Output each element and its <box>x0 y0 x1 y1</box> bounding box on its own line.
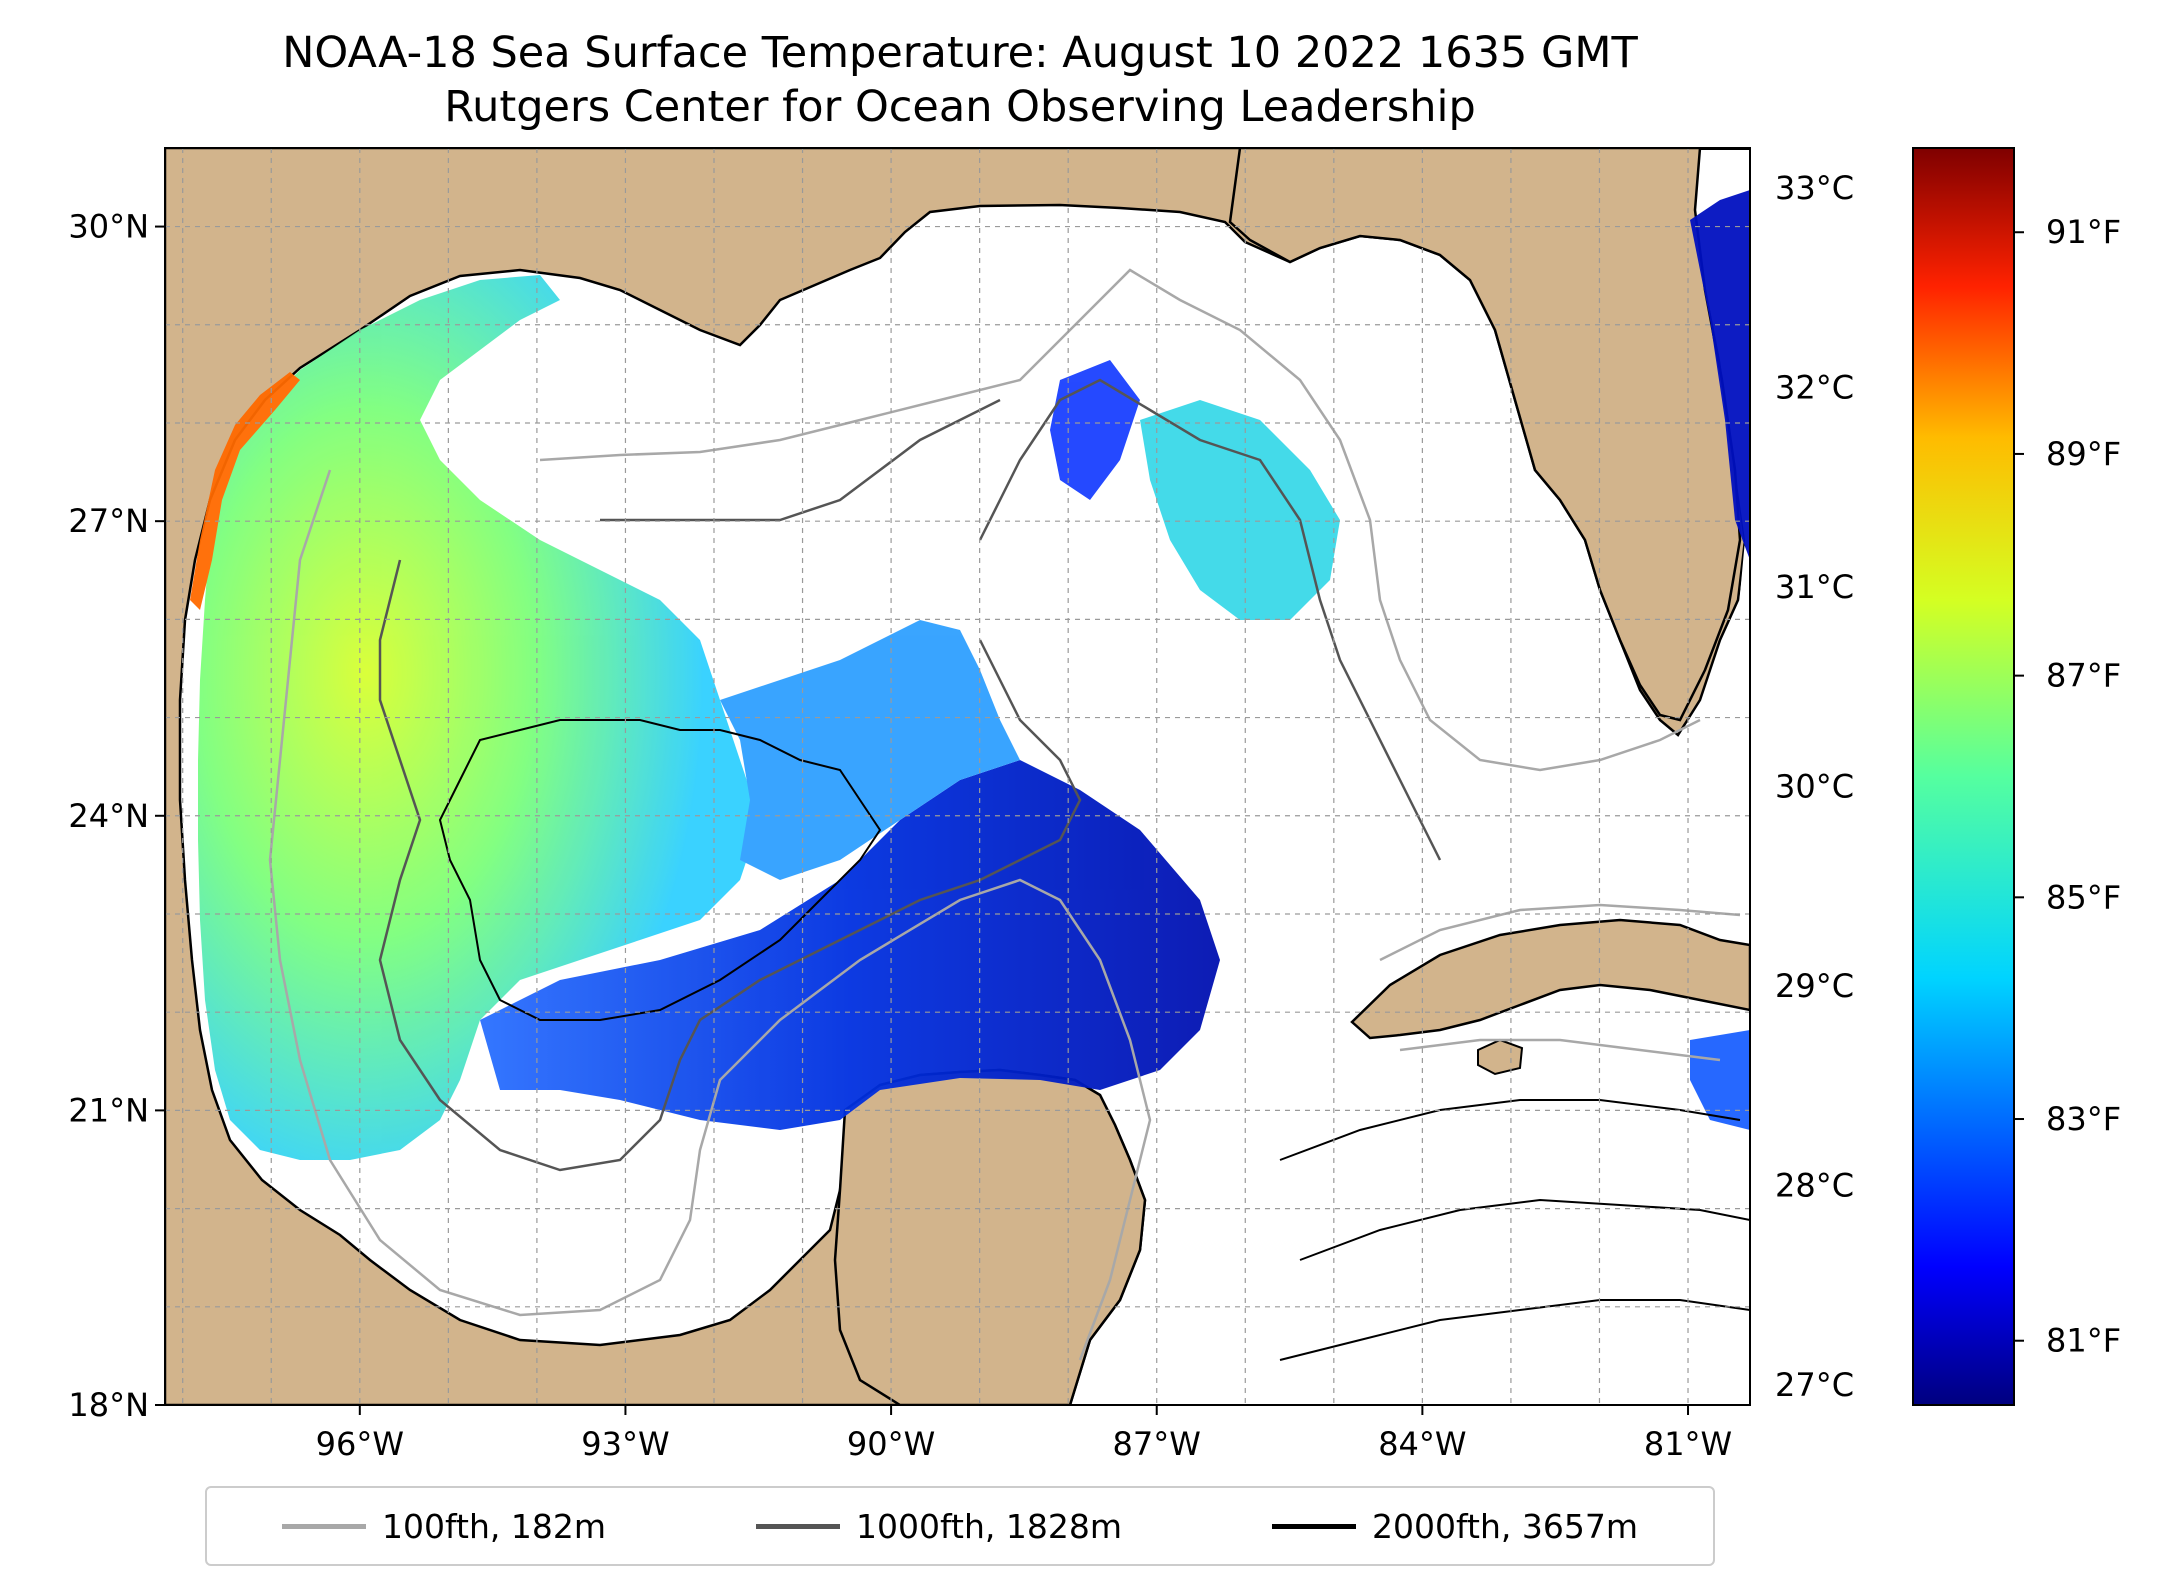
fahrenheit-tick-label: 87°F <box>2046 657 2121 695</box>
lon-tick-label: 96°W <box>316 1425 404 1463</box>
lat-tick-label: 21°N <box>68 1091 149 1129</box>
lon-tick-label: 84°W <box>1378 1425 1466 1463</box>
colorbar <box>1912 147 2015 1406</box>
contour-100fth <box>268 268 1741 1361</box>
celsius-tick-label: 33°C <box>1775 169 1854 207</box>
lat-tick-label: 27°N <box>68 502 149 540</box>
colorbar-fahrenheit-ticks: 91°F 89°F 87°F 85°F 83°F 81°F <box>2014 213 2121 1360</box>
legend-item-1000fth: 1000fth, 1828m <box>756 1507 1122 1546</box>
gridlines <box>165 148 1750 1405</box>
celsius-tick-label: 30°C <box>1775 767 1854 805</box>
lat-tick-label: 30°N <box>68 208 149 246</box>
longitude-ticks: 96°W 93°W 90°W 87°W 84°W 81°W <box>316 1405 1732 1463</box>
fahrenheit-tick-label: 81°F <box>2046 1322 2121 1360</box>
lat-tick-label: 18°N <box>68 1386 149 1424</box>
celsius-tick-label: 28°C <box>1775 1167 1854 1205</box>
legend-swatch <box>282 1523 366 1529</box>
sst-central-mixed <box>720 620 1020 880</box>
colorbar-celsius-ticks: 33°C 32°C 31°C 30°C 29°C 28°C 27°C <box>1775 169 1854 1404</box>
fahrenheit-tick-label: 89°F <box>2046 435 2121 473</box>
lon-tick-label: 93°W <box>581 1425 669 1463</box>
fahrenheit-tick-label: 91°F <box>2046 213 2121 251</box>
celsius-tick-label: 32°C <box>1775 368 1854 406</box>
celsius-tick-label: 27°C <box>1775 1366 1854 1404</box>
lon-tick-label: 87°W <box>1113 1425 1201 1463</box>
celsius-tick-label: 29°C <box>1775 967 1854 1005</box>
legend-label: 2000fth, 3657m <box>1371 1506 1638 1546</box>
legend-label: 100fth, 182m <box>382 1506 606 1546</box>
sst-east-patch <box>1140 400 1340 620</box>
legend-label: 1000fth, 1828m <box>856 1506 1122 1546</box>
celsius-tick-label: 31°C <box>1775 568 1854 606</box>
sst-caribbean-patch <box>1690 1030 1750 1130</box>
figure-title: NOAA-18 Sea Surface Temperature: August … <box>282 28 1638 78</box>
lon-tick-label: 90°W <box>847 1425 935 1463</box>
legend-swatch <box>1271 1523 1356 1529</box>
contour-2000fth <box>438 719 1750 1361</box>
lat-tick-label: 24°N <box>68 797 149 835</box>
sst-florida-atlantic <box>1690 190 1750 560</box>
legend-item-2000fth: 2000fth, 3657m <box>1271 1506 1638 1546</box>
legend-item-100fth: 100fth, 182m <box>282 1507 606 1546</box>
bathymetry-contours <box>268 268 1750 1361</box>
sst-texas-coast-hot <box>190 372 300 610</box>
fahrenheit-tick-label: 83°F <box>2046 1100 2121 1138</box>
fahrenheit-tick-label: 85°F <box>2046 878 2121 916</box>
land-cuba <box>1350 918 1750 1040</box>
latitude-ticks: 30°N 27°N 24°N 21°N 18°N <box>68 208 165 1424</box>
map-layers <box>165 148 1750 1405</box>
legend-swatch <box>756 1523 840 1529</box>
map-frame <box>164 147 1751 1406</box>
legend: 100fth, 182m 1000fth, 1828m 2000fth, 365… <box>205 1486 1715 1566</box>
contour-1000fth <box>378 378 1442 1172</box>
lon-tick-label: 81°W <box>1644 1425 1732 1463</box>
figure-subtitle: Rutgers Center for Ocean Observing Leade… <box>444 82 1476 132</box>
